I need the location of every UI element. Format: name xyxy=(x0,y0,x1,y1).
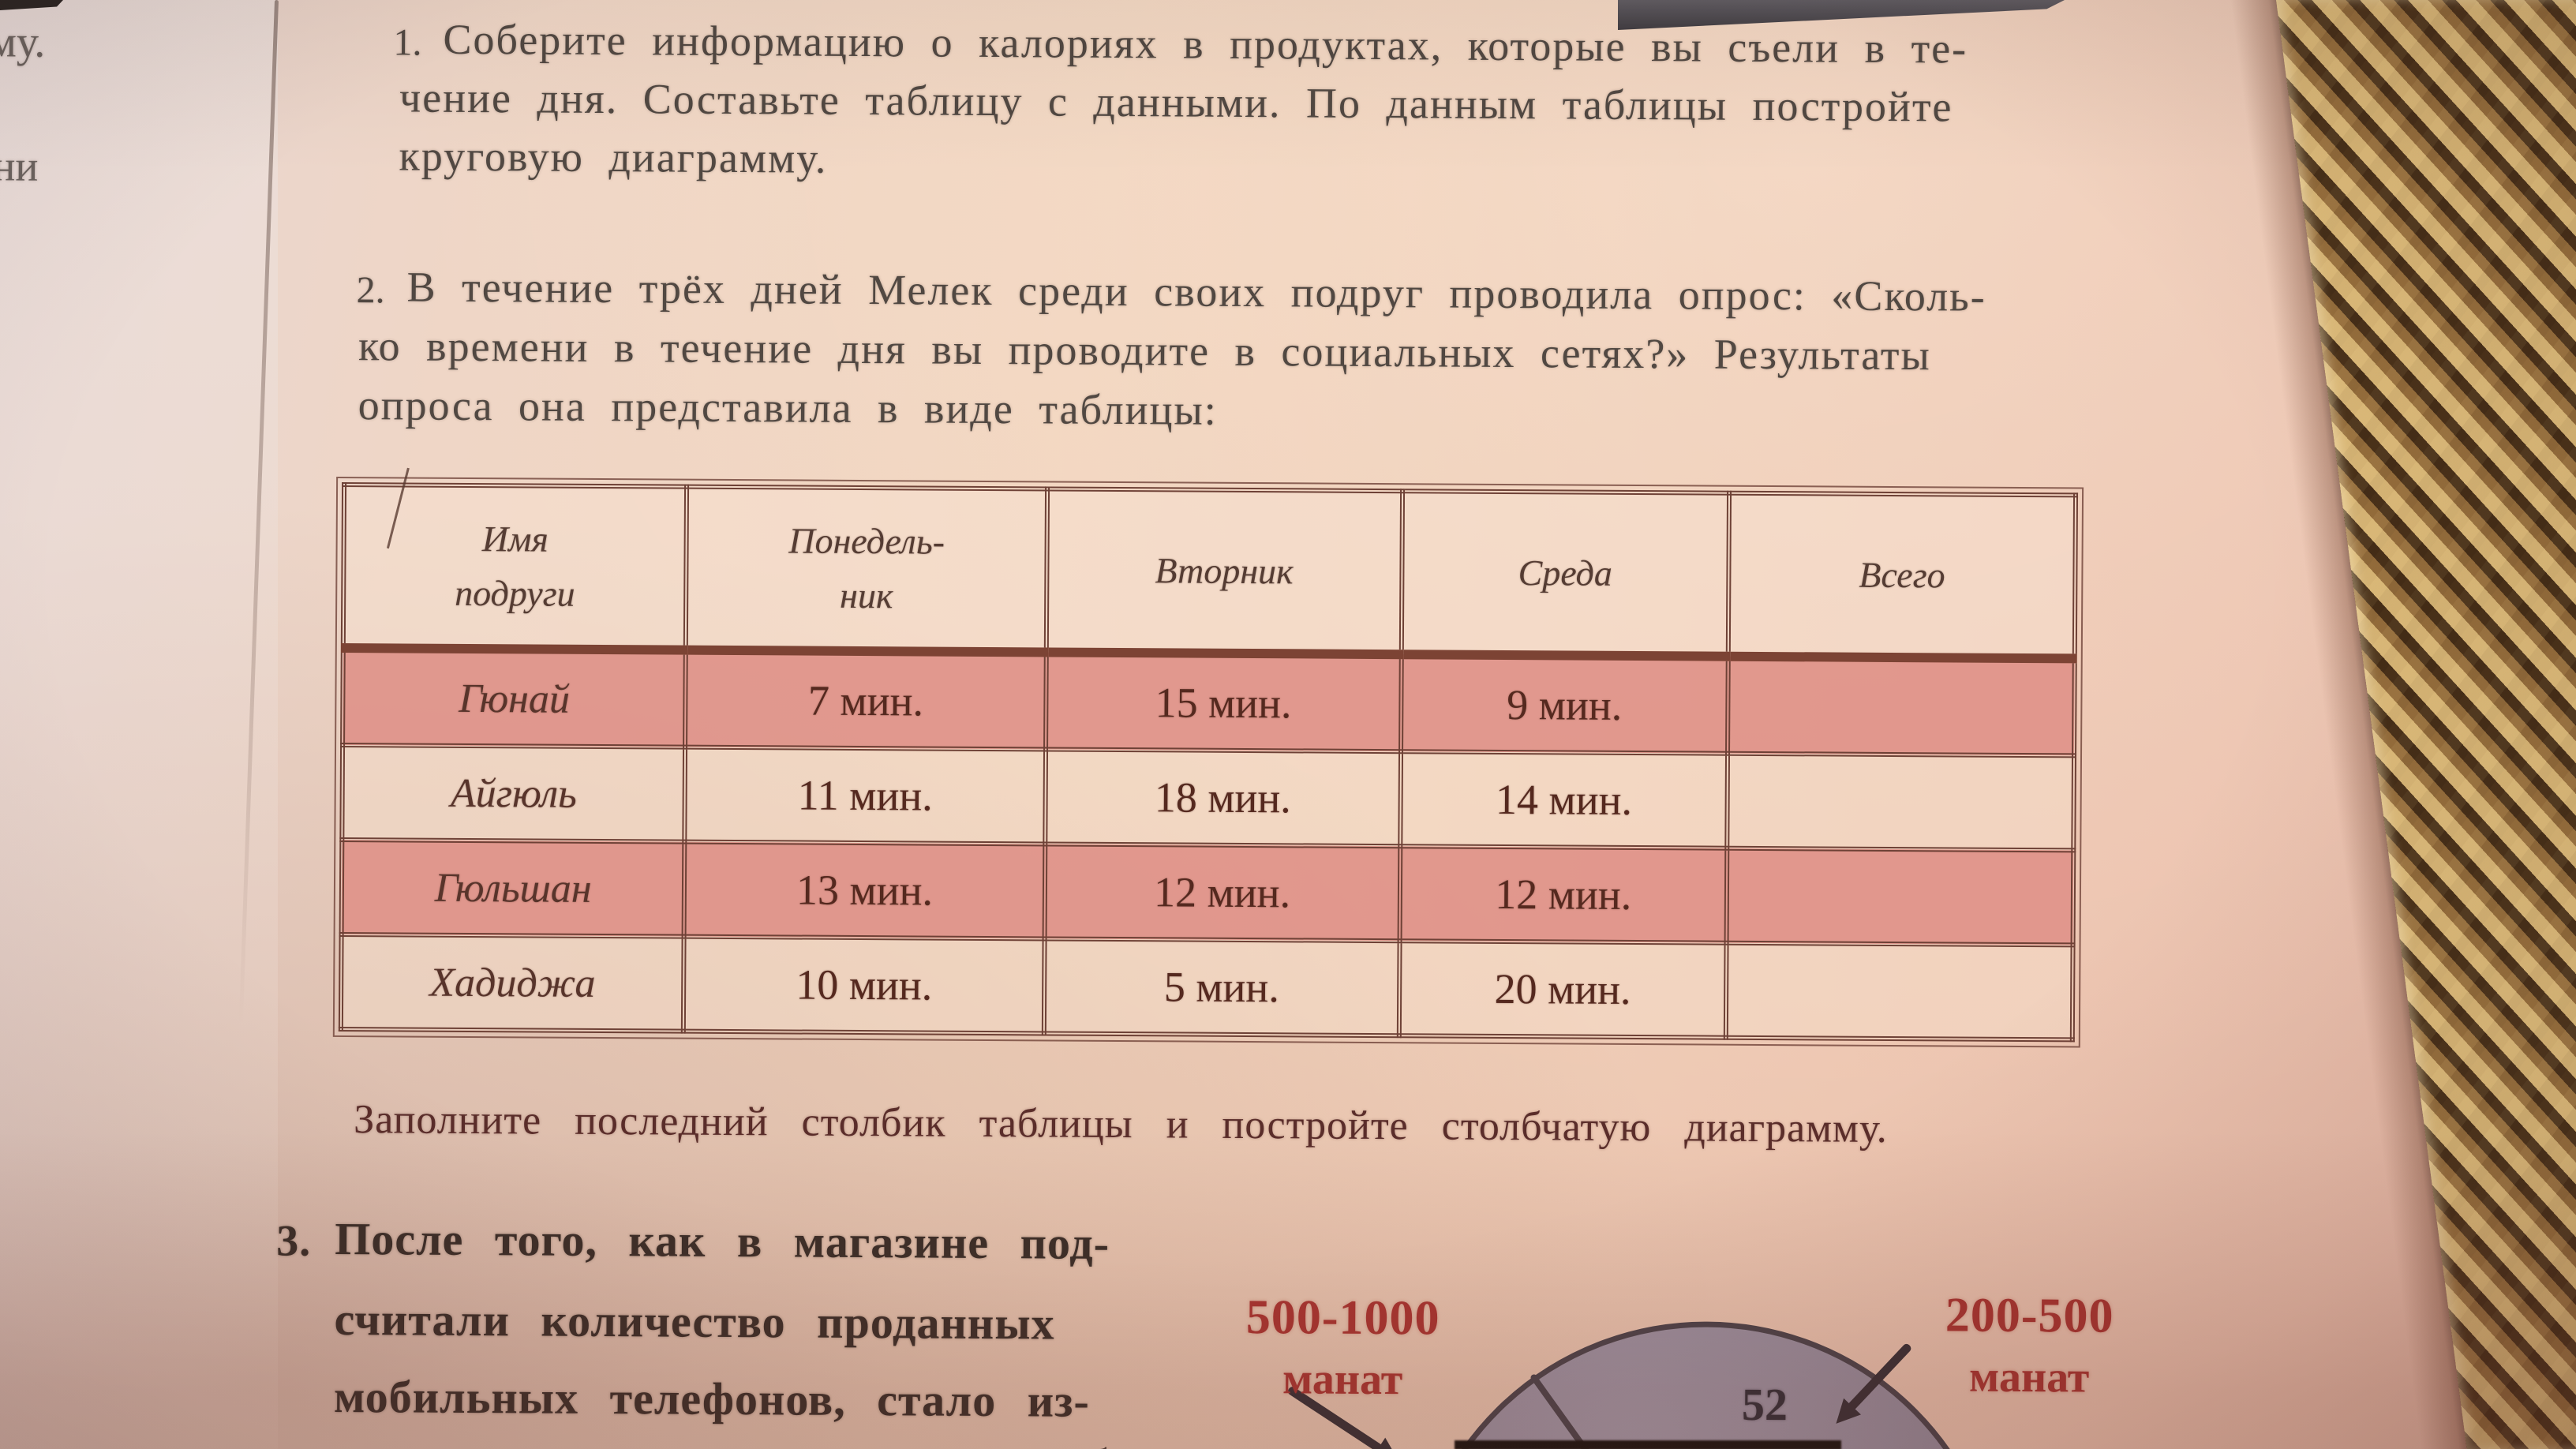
table-instruction: Заполните последний столбик таблицы и по… xyxy=(353,1097,1888,1151)
table-row: Айгюль 11 мин. 18 мин. 14 мин. xyxy=(342,744,2075,851)
cell-monday: 11 мин. xyxy=(684,747,1046,844)
pie-label-range: 500-1000 xyxy=(1245,1290,1440,1346)
header-tuesday: Вторник xyxy=(1046,489,1402,655)
table-row: Хадиджа 10 мин. 5 мин. 20 мин. xyxy=(340,934,2073,1040)
left-page-text-fragment: ни xyxy=(0,142,39,190)
exercise1-line2: чение дня. Составьте таблицу с данными. … xyxy=(399,73,1953,131)
cell-name: Гюнай xyxy=(343,648,687,747)
cell-wednesday: 12 мин. xyxy=(1399,846,1728,943)
cell-tuesday: 15 мин. xyxy=(1045,652,1402,752)
pie-label-range: 200-500 xyxy=(1945,1288,2114,1343)
pie-label-unit: манат xyxy=(1968,1352,2090,1402)
exercise2-line1: В течение трёх дней Мелек среди своих по… xyxy=(406,263,1986,320)
header-monday: Понедель- ник xyxy=(686,486,1047,653)
pie-slice-value: 52 xyxy=(1741,1378,1788,1431)
cell-tuesday: 12 мин. xyxy=(1044,844,1400,942)
exercise3-line3: мобильных телефонов, стало из- xyxy=(333,1370,1090,1427)
exercise1-number: 1. xyxy=(393,21,422,64)
cell-wednesday: 20 мин. xyxy=(1398,941,1727,1038)
cell-total-empty xyxy=(1726,848,2074,945)
exercise3-cut-line: было прода xyxy=(1088,1440,1318,1449)
exercise3-number: 3. xyxy=(276,1216,312,1266)
table-row: Гюльшан 13 мин. 12 мин. 12 мин. xyxy=(341,839,2074,945)
exercise1-line3: круговую диаграмму. xyxy=(399,132,828,182)
exercise2-line2: ко времени в течение дня вы проводите в … xyxy=(358,322,1931,380)
cell-total-empty xyxy=(1727,753,2075,851)
cell-tuesday: 18 мин. xyxy=(1045,749,1401,847)
exercise1-line1: Соберите информацию о калориях в продукт… xyxy=(443,15,1968,73)
survey-table: Имя подруги Понедель- ник Вторник Среда … xyxy=(332,476,2084,1048)
cell-monday: 7 мин. xyxy=(685,650,1046,750)
cell-monday: 10 мин. xyxy=(683,936,1045,1034)
table-row: Гюнай 7 мин. 15 мин. 9 мин. xyxy=(343,648,2075,756)
left-page-edge xyxy=(0,0,278,1449)
exercise3-line2: считали количество проданных xyxy=(334,1293,1055,1350)
header-name: Имя подруги xyxy=(343,485,687,650)
pie-label-unit: манат xyxy=(1282,1354,1403,1405)
exercise2-line3: опроса она представила в виде таблицы: xyxy=(358,381,1218,434)
bottom-dark-strip xyxy=(1455,1440,1841,1449)
left-page-text-fragment: му. xyxy=(0,17,46,67)
cell-wednesday: 14 мин. xyxy=(1399,751,1728,848)
cell-name: Гюльшан xyxy=(341,839,685,937)
table-header-row: Имя подруги Понедель- ник Вторник Среда … xyxy=(343,485,2076,659)
header-total: Всего xyxy=(1728,492,2076,659)
header-wednesday: Среда xyxy=(1401,491,1730,657)
cell-monday: 13 мин. xyxy=(683,841,1046,939)
cell-name: Айгюль xyxy=(342,744,686,842)
pie-label-left: 500-1000 манат xyxy=(1212,1290,1473,1406)
cell-wednesday: 9 мин. xyxy=(1400,654,1728,754)
cell-total-empty xyxy=(1728,656,2075,756)
exercise2-number: 2. xyxy=(356,269,385,312)
cell-total-empty xyxy=(1726,942,2073,1040)
cell-name: Хадиджа xyxy=(340,934,684,1032)
exercise3-line1: После того, как в магазине под- xyxy=(335,1212,1110,1269)
cut-text: было прода xyxy=(1088,1441,1318,1449)
cell-tuesday: 5 мин. xyxy=(1043,938,1400,1036)
pie-label-right: 200-500 манат xyxy=(1911,1287,2148,1403)
